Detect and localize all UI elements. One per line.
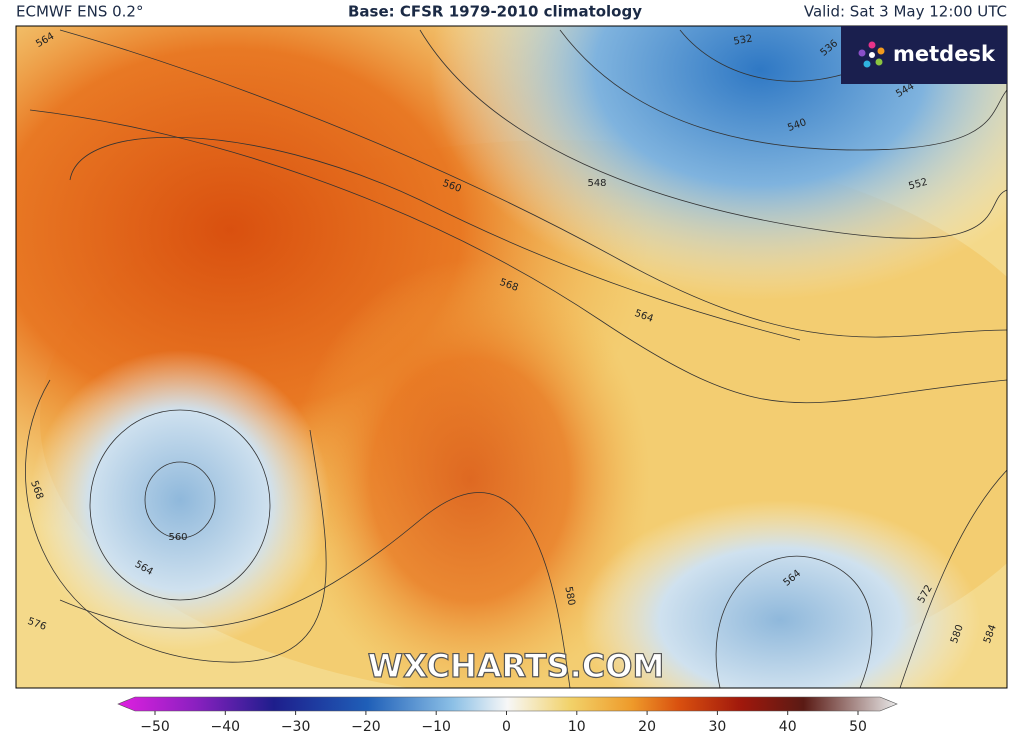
contour-label: 580 <box>562 586 576 607</box>
model-label: ECMWF ENS 0.2° <box>16 3 143 21</box>
anomaly-field <box>580 500 980 688</box>
colorbar-tick-label: 20 <box>638 719 656 735</box>
colorbar: −50 −40 −30 −20 −10 0 10 20 30 40 50 <box>117 696 898 735</box>
watermark: WXCHARTS.COM <box>368 647 665 685</box>
colorbar-tick-label: −20 <box>351 719 381 735</box>
contour <box>69 136 801 341</box>
colorbar-ticks: −50 −40 −30 −20 −10 0 10 20 30 40 50 <box>140 711 867 735</box>
contour <box>715 555 873 688</box>
colorbar-tick-label: 50 <box>849 719 867 735</box>
map-frame <box>15 25 1008 689</box>
logo-box <box>841 26 1007 84</box>
colorbar-tick-label: −10 <box>421 719 451 735</box>
colorbar-tick-label: −50 <box>140 719 170 735</box>
contour <box>899 469 1007 688</box>
valid-label: Valid: Sat 3 May 12:00 UTC <box>804 3 1007 21</box>
colorbar-tick-label: −30 <box>281 719 311 735</box>
logo-icon <box>858 41 885 68</box>
contour-label: 552 <box>907 177 928 193</box>
anomaly-field <box>30 350 330 650</box>
contour <box>29 109 1007 404</box>
colorbar-tick-label: 30 <box>708 719 726 735</box>
colorbar-tick-label: −40 <box>211 719 241 735</box>
contour <box>559 29 1007 151</box>
contour-label: 532 <box>733 33 754 47</box>
contour <box>419 29 1007 239</box>
contour <box>25 379 327 663</box>
logo-text: metdesk <box>893 42 996 66</box>
contour-label: 548 <box>587 178 606 189</box>
anomaly-field <box>430 26 1007 300</box>
contours <box>25 29 1007 688</box>
anomaly-field <box>290 260 650 688</box>
colorbar-tick-label: 0 <box>502 719 511 735</box>
colorbar-scale <box>117 696 898 712</box>
contour <box>144 461 216 539</box>
contour <box>59 29 1007 338</box>
logo: metdesk <box>841 26 1007 84</box>
contour <box>59 492 571 688</box>
contour-label: 560 <box>168 532 187 543</box>
colorbar-tick-label: 10 <box>568 719 586 735</box>
base-label: Base: CFSR 1979-2010 climatology <box>348 3 642 21</box>
colorbar-tick-label: 40 <box>779 719 797 735</box>
contour <box>89 409 271 601</box>
